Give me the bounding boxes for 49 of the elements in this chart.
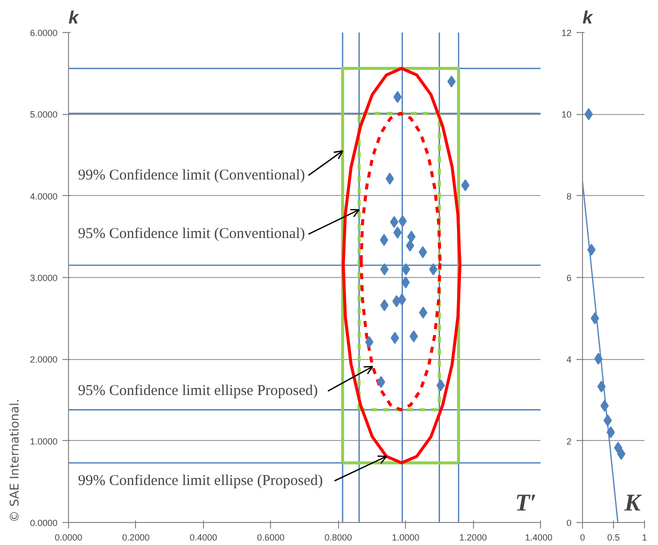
y-tick-label: 6.0000 bbox=[30, 28, 58, 38]
x-axis-title: T′ bbox=[515, 490, 537, 516]
x-axis-title: K bbox=[623, 490, 642, 516]
annotation: 99% Confidence limit (Conventional) bbox=[78, 167, 305, 184]
point bbox=[380, 299, 389, 312]
x-tick-label: 0.8000 bbox=[324, 532, 352, 542]
point bbox=[393, 226, 402, 239]
x-tick-label: 1.0000 bbox=[392, 532, 420, 542]
x-tick-label: 1.4000 bbox=[524, 532, 553, 542]
point bbox=[376, 376, 386, 388]
annotation: 95% Confidence limit ellipse Proposed) bbox=[78, 383, 318, 400]
y-tick-label: 12 bbox=[561, 28, 572, 38]
x-tick-label: 0.4000 bbox=[190, 532, 218, 542]
y-tick-label: 4.0000 bbox=[30, 191, 58, 202]
text: © SAE International. bbox=[8, 398, 22, 522]
y-tick-label: 6 bbox=[566, 273, 572, 283]
annotation: 99% Confidence limit ellipse (Proposed) bbox=[78, 472, 323, 489]
y-axis-title: k bbox=[68, 8, 80, 28]
x-tick-label: 0.6000 bbox=[257, 532, 285, 542]
point bbox=[418, 246, 428, 258]
y-tick-label: 2 bbox=[566, 436, 572, 446]
y-tick-label: 0.0000 bbox=[30, 518, 58, 528]
y-tick-label: 8 bbox=[566, 191, 572, 202]
point bbox=[398, 294, 406, 306]
x-tick-label: 0.2000 bbox=[122, 532, 150, 542]
y-tick-label: 4 bbox=[566, 354, 572, 365]
y-tick-label: 1.0000 bbox=[30, 436, 58, 446]
point bbox=[398, 215, 407, 228]
y-tick-label: 2.0000 bbox=[30, 354, 58, 365]
y-tick-label: 10 bbox=[561, 110, 572, 120]
x-tick-label: 0.0000 bbox=[54, 532, 82, 542]
x-tick-label: 1.2000 bbox=[459, 532, 487, 542]
point bbox=[390, 332, 400, 344]
y-tick-label: 3.0000 bbox=[30, 273, 58, 283]
y-tick-label: 0 bbox=[566, 518, 572, 528]
point bbox=[393, 91, 402, 104]
y-tick-label: 5.0000 bbox=[30, 110, 58, 120]
annotation: 95% Confidence limit (Conventional) bbox=[78, 226, 305, 242]
point bbox=[380, 234, 388, 246]
y-axis-title: k bbox=[582, 8, 594, 28]
x-tick-label: 1 bbox=[642, 532, 648, 542]
point bbox=[401, 276, 410, 288]
x-tick-label: 0 bbox=[580, 532, 586, 542]
x-tick-label: 0.5 bbox=[607, 532, 620, 542]
point bbox=[402, 263, 410, 276]
point bbox=[380, 263, 389, 276]
point bbox=[406, 240, 414, 252]
point bbox=[407, 230, 416, 243]
point bbox=[447, 76, 456, 88]
